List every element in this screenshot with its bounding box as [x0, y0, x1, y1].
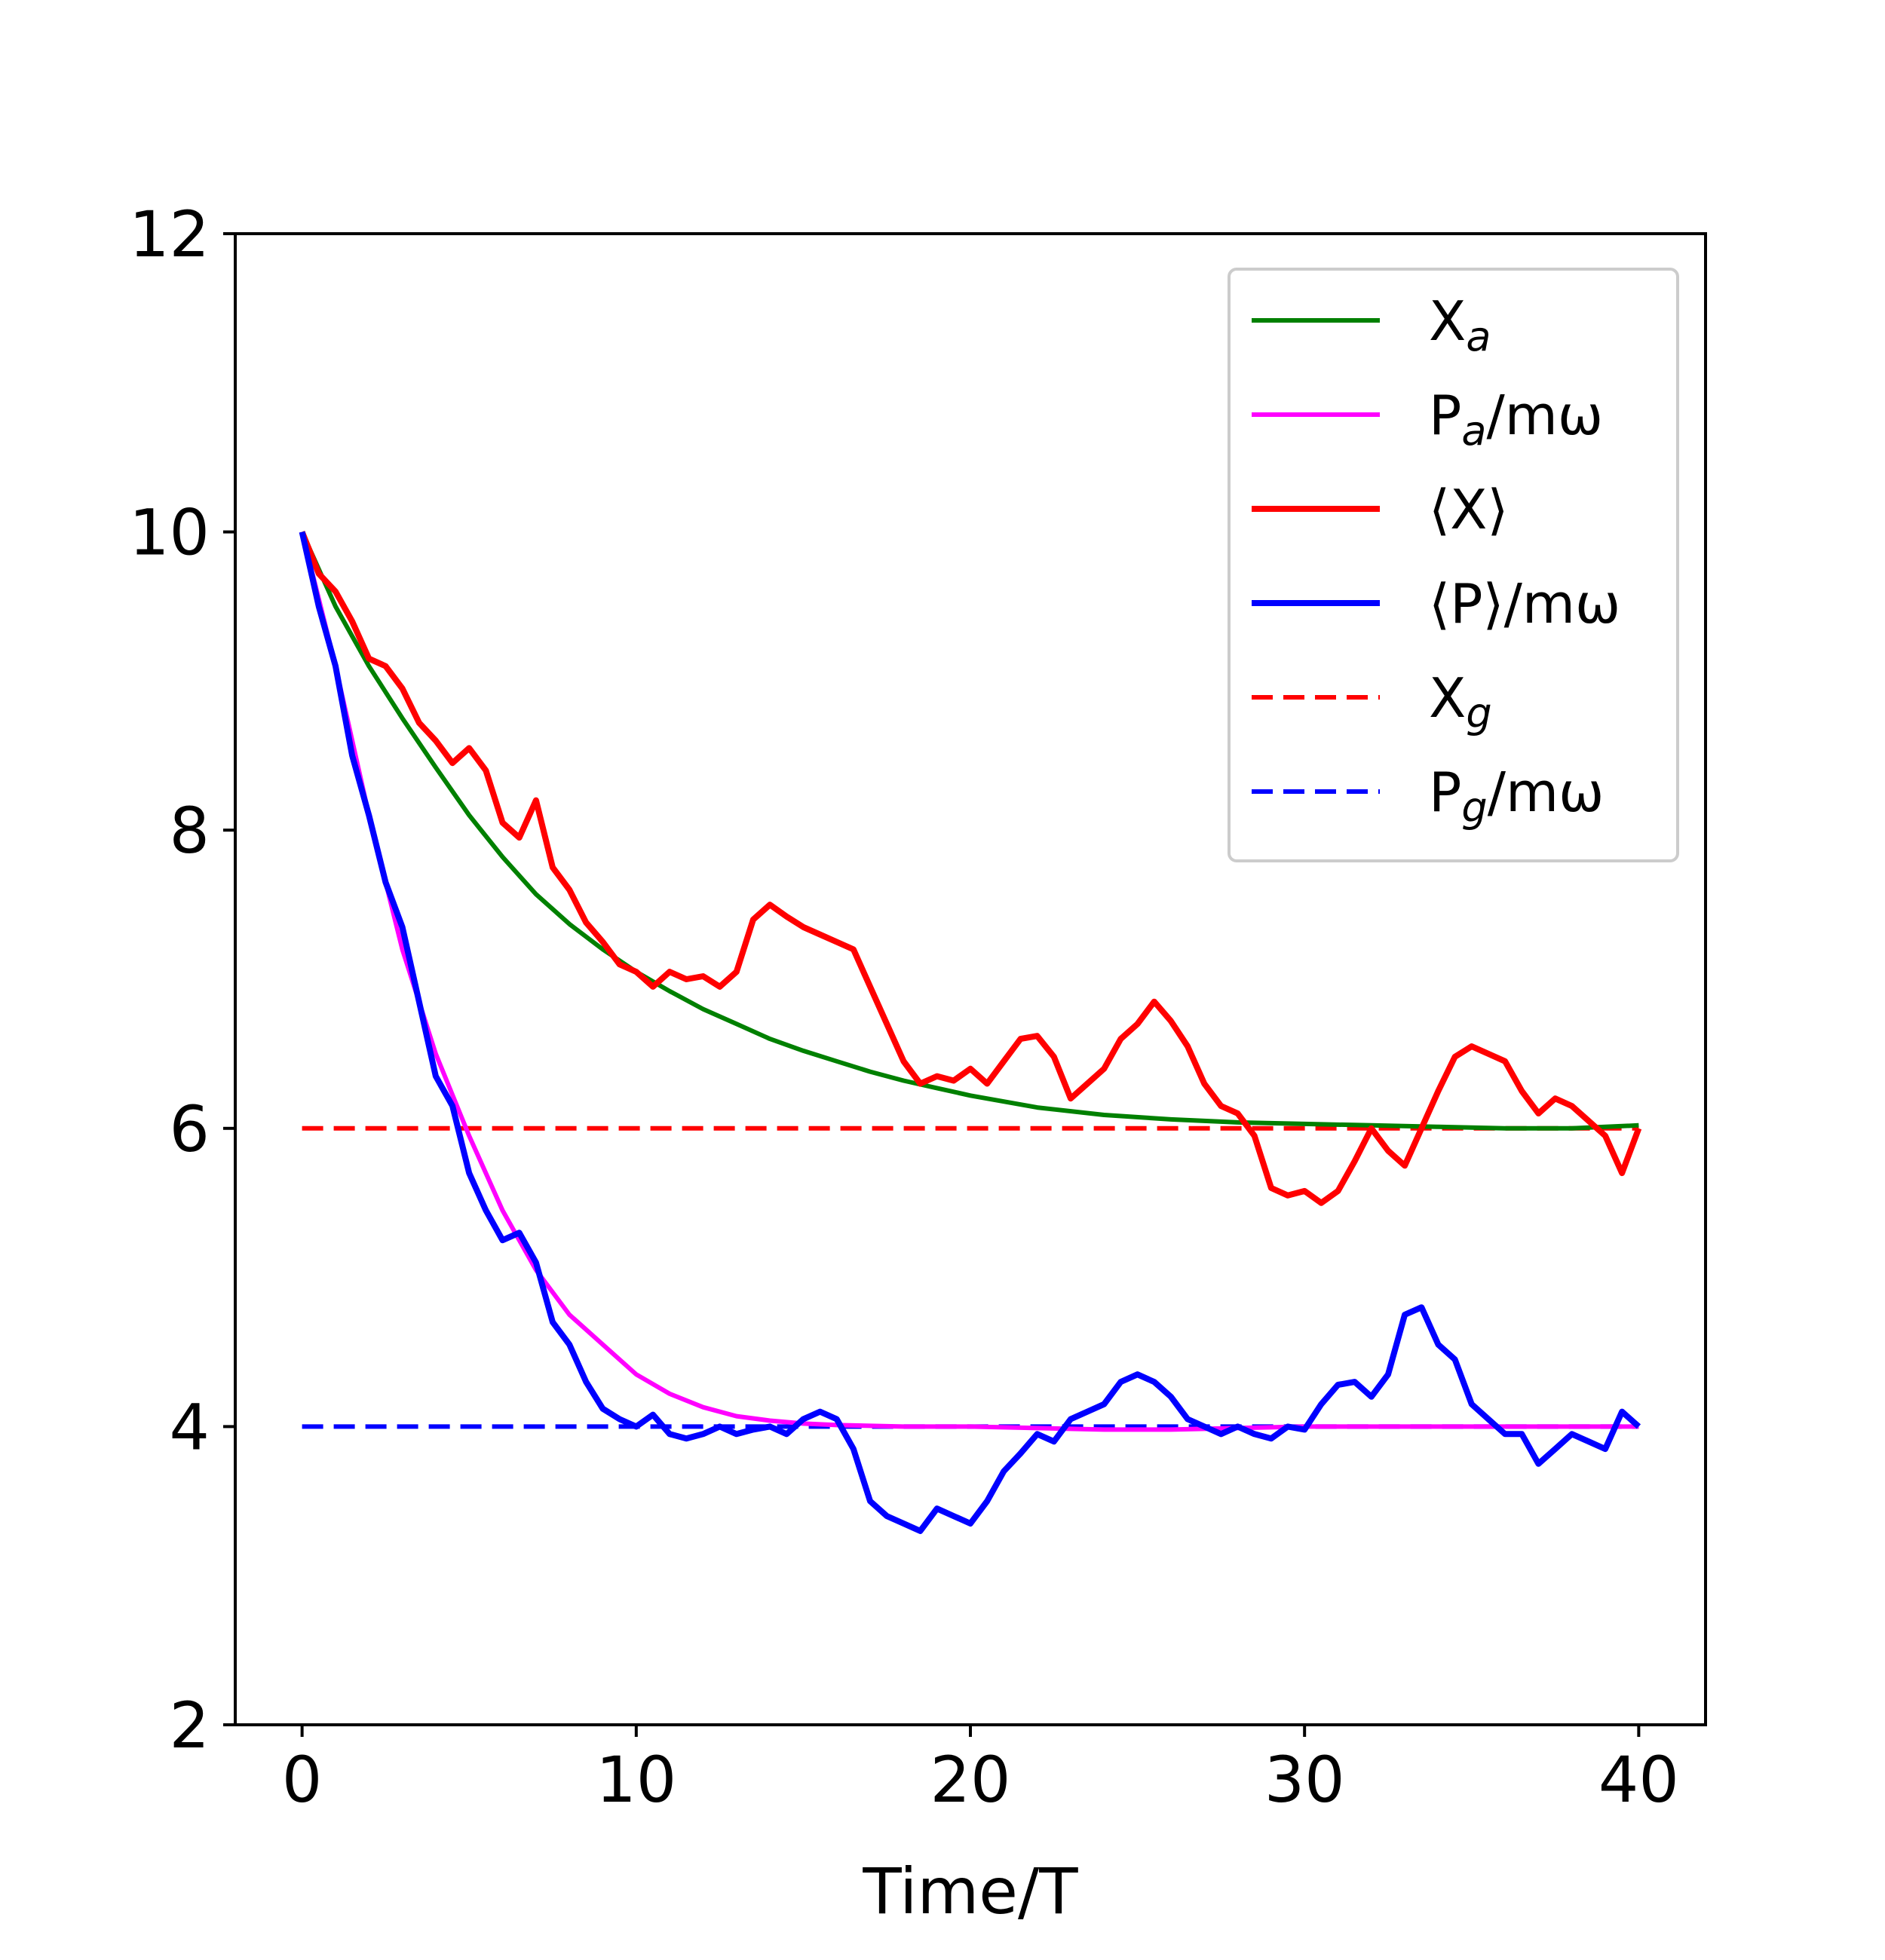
legend-label-subscript: g: [1466, 690, 1491, 737]
legend-label-suffix: /mω: [1487, 384, 1604, 447]
series-line-X: [299, 531, 1642, 1206]
y-tick-label: 10: [129, 496, 210, 570]
legend-label-Pg: Pg/mω: [1429, 761, 1604, 831]
x-tick-label: 10: [596, 1743, 676, 1817]
legend-label-subscript: g: [1461, 784, 1487, 831]
legend-label-main: X: [1429, 289, 1466, 353]
legend-label-subscript: a: [1466, 313, 1491, 360]
x-axis: 0 10 20 30 40: [282, 1725, 1679, 1817]
y-axis: 2 4 6 8 10 12: [129, 198, 235, 1762]
legend-label-main: ⟨X⟩: [1429, 478, 1509, 541]
series-line-P: [299, 531, 1641, 1534]
y-tick-label: 4: [170, 1390, 210, 1464]
legend-box: [1228, 268, 1679, 862]
legend-label-Xg: Xg: [1429, 666, 1492, 737]
legend-label-main: P: [1429, 384, 1461, 447]
legend-label-main: P: [1429, 761, 1461, 824]
x-tick-label: 30: [1264, 1743, 1345, 1817]
legend-label-P: ⟨P⟩/mω: [1429, 572, 1620, 635]
x-tick-label: 20: [930, 1743, 1011, 1817]
series-line-Pa: [299, 531, 1639, 1432]
x-tick-label: 0: [282, 1743, 322, 1817]
series-line-Xa: [299, 531, 1639, 1131]
x-tick-label: 40: [1598, 1743, 1679, 1817]
y-tick-label: 6: [170, 1092, 210, 1166]
legend-label-suffix: /mω: [1488, 761, 1605, 824]
y-tick-label: 2: [170, 1689, 210, 1762]
legend-label-X: ⟨X⟩: [1429, 478, 1509, 541]
legend-label-subscript: a: [1461, 407, 1486, 455]
y-tick-label: 12: [129, 198, 210, 271]
y-tick-label: 8: [170, 794, 210, 868]
series-layer: [299, 531, 1642, 1534]
legend-label-Xa: Xa: [1429, 289, 1491, 360]
legend-label-main: X: [1429, 666, 1466, 730]
legend-label-suffix: /mω: [1504, 572, 1621, 635]
legend-label-main: ⟨P⟩: [1429, 572, 1504, 635]
legend-label-Pa: Pa/mω: [1429, 384, 1603, 455]
x-axis-label: Time/T: [862, 1854, 1078, 1928]
